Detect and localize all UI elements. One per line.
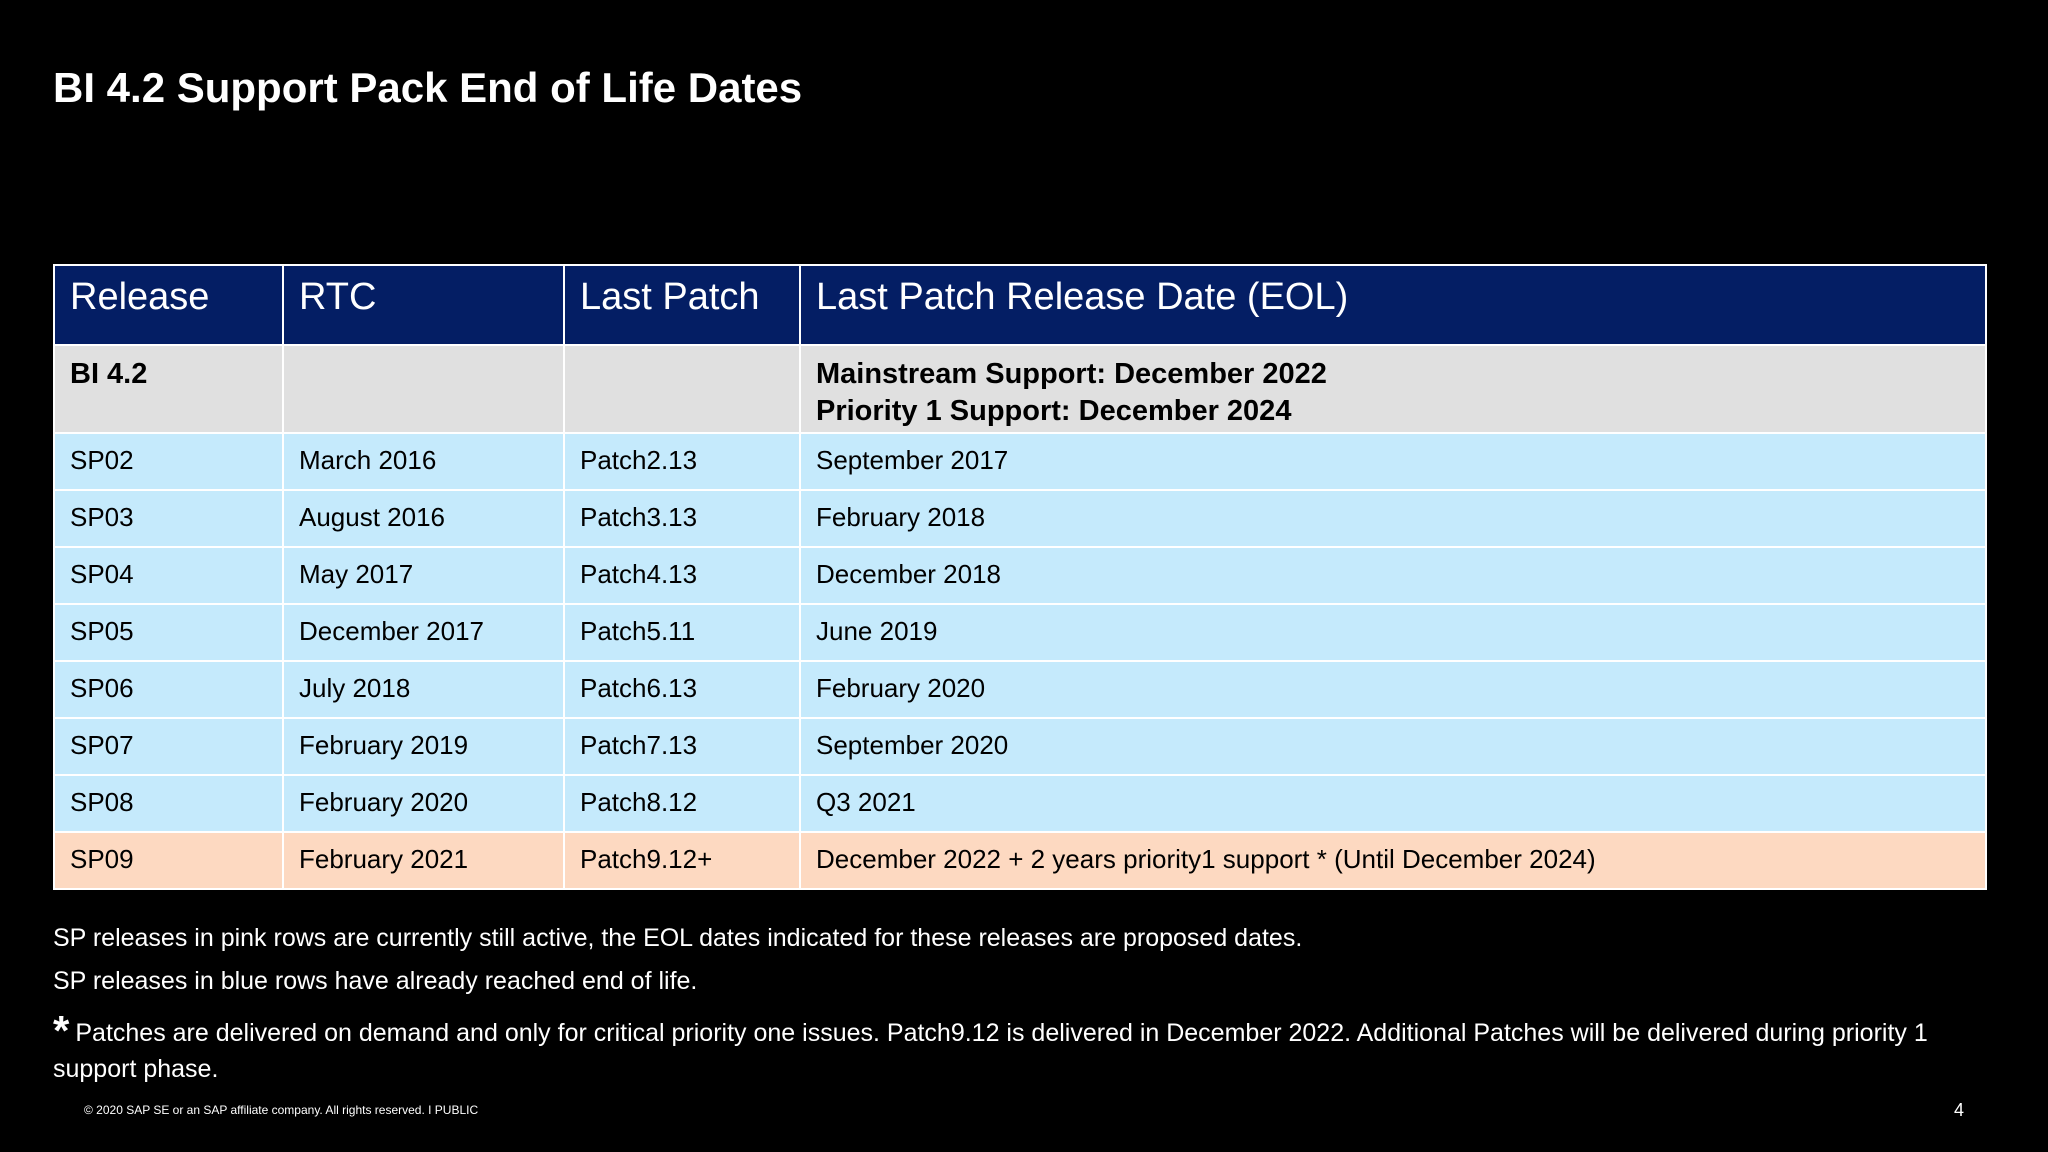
cell-rtc [282, 344, 565, 434]
slide-title: BI 4.2 Support Pack End of Life Dates [53, 64, 803, 111]
cell-rtc: February 2021 [282, 831, 565, 890]
table-header-row: Release RTC Last Patch Last Patch Releas… [53, 264, 1987, 346]
mainstream-support: Mainstream Support: December 2022 [816, 358, 1327, 390]
note-pink-rows: SP releases in pink rows are currently s… [53, 924, 1303, 952]
cell-release: SP08 [53, 774, 284, 833]
note-blue-rows: SP releases in blue rows have already re… [53, 967, 698, 995]
cell-last-patch: Patch3.13 [563, 489, 801, 548]
cell-last-patch: Patch2.13 [563, 432, 801, 491]
cell-eol: September 2020 [799, 717, 1987, 776]
cell-last-patch: Patch9.12+ [563, 831, 801, 890]
header-eol: Last Patch Release Date (EOL) [799, 264, 1987, 346]
cell-eol: Mainstream Support: December 2022 Priori… [799, 344, 1987, 434]
table-row: SP03 August 2016 Patch3.13 February 2018 [53, 489, 1987, 548]
page-number: 4 [1953, 1100, 1964, 1120]
table-row: SP07 February 2019 Patch7.13 September 2… [53, 717, 1987, 776]
note-patches: * Patches are delivered on demand and onl… [53, 1010, 1993, 1087]
cell-eol: February 2018 [799, 489, 1987, 548]
cell-release: SP04 [53, 546, 284, 605]
note-patches-text: Patches are delivered on demand and only… [53, 1019, 1928, 1083]
header-last-patch: Last Patch [563, 264, 801, 346]
table-row: SP06 July 2018 Patch6.13 February 2020 [53, 660, 1987, 719]
cell-eol: December 2022 + 2 years priority1 suppor… [799, 831, 1987, 890]
cell-rtc: May 2017 [282, 546, 565, 605]
cell-release: SP07 [53, 717, 284, 776]
cell-last-patch: Patch5.11 [563, 603, 801, 662]
table-row: SP02 March 2016 Patch2.13 September 2017 [53, 432, 1987, 491]
cell-release: SP06 [53, 660, 284, 719]
table-row: SP04 May 2017 Patch4.13 December 2018 [53, 546, 1987, 605]
eol-table: Release RTC Last Patch Last Patch Releas… [53, 264, 1987, 890]
cell-last-patch: Patch4.13 [563, 546, 801, 605]
cell-rtc: July 2018 [282, 660, 565, 719]
cell-eol: Q3 2021 [799, 774, 1987, 833]
cell-last-patch: Patch7.13 [563, 717, 801, 776]
cell-last-patch: Patch6.13 [563, 660, 801, 719]
cell-last-patch: Patch8.12 [563, 774, 801, 833]
priority1-support: Priority 1 Support: December 2024 [816, 395, 1292, 427]
cell-release: SP09 [53, 831, 284, 890]
header-rtc: RTC [282, 264, 565, 346]
cell-release: SP02 [53, 432, 284, 491]
asterisk-mark: * [53, 1007, 70, 1054]
cell-rtc: December 2017 [282, 603, 565, 662]
cell-eol: February 2020 [799, 660, 1987, 719]
cell-rtc: August 2016 [282, 489, 565, 548]
cell-rtc: February 2019 [282, 717, 565, 776]
cell-eol: December 2018 [799, 546, 1987, 605]
table-row-active: SP09 February 2021 Patch9.12+ December 2… [53, 831, 1987, 890]
cell-rtc: February 2020 [282, 774, 565, 833]
header-release: Release [53, 264, 284, 346]
table-row-summary: BI 4.2 Mainstream Support: December 2022… [53, 344, 1987, 434]
cell-release: SP05 [53, 603, 284, 662]
cell-rtc: March 2016 [282, 432, 565, 491]
table-row: SP05 December 2017 Patch5.11 June 2019 [53, 603, 1987, 662]
cell-eol: June 2019 [799, 603, 1987, 662]
table-row: SP08 February 2020 Patch8.12 Q3 2021 [53, 774, 1987, 833]
cell-eol: September 2017 [799, 432, 1987, 491]
cell-release: SP03 [53, 489, 284, 548]
cell-release: BI 4.2 [53, 344, 284, 434]
copyright-footer: © 2020 SAP SE or an SAP affiliate compan… [84, 1103, 479, 1117]
cell-last-patch [563, 344, 801, 434]
